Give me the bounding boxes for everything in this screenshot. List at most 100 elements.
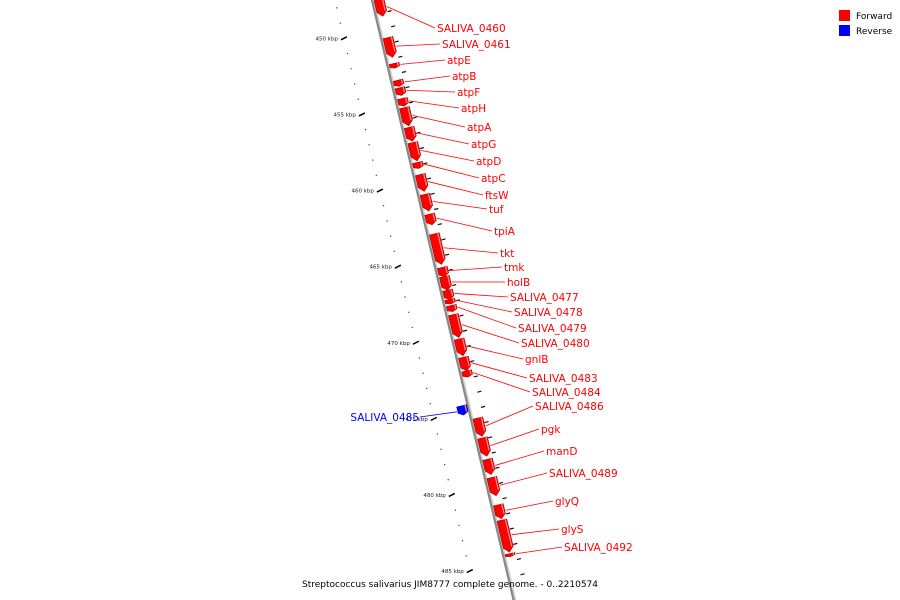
minor-tick (350, 68, 352, 70)
minor-tick (488, 436, 493, 439)
minor-tick (436, 433, 439, 435)
major-tick (466, 568, 474, 574)
gene-label-gnlb[interactable]: gnlB (525, 354, 548, 366)
legend: Forward Reverse (839, 10, 893, 37)
minor-tick (394, 40, 399, 43)
backbone-layer (370, 0, 517, 600)
genome-caption: Streptococcus salivarius JIM8777 complet… (302, 580, 598, 590)
gene-label-atpf[interactable]: atpF (457, 87, 480, 99)
tick-label: 485 kbp (441, 569, 464, 575)
gene-label-atpb[interactable]: atpB (452, 71, 476, 83)
gene-highlight (423, 173, 428, 186)
gene-leader-line (420, 149, 475, 162)
gene-arrow-atpe[interactable] (388, 61, 401, 69)
gene-label-glys[interactable]: glyS (561, 524, 584, 536)
gene-arrow-saliva_0480[interactable] (448, 313, 463, 338)
gene-highlight (461, 338, 466, 351)
minor-tick (386, 220, 388, 222)
gene-leader-line (495, 450, 545, 466)
minor-tick (398, 55, 403, 58)
gene-label-tuf[interactable]: tuf (489, 204, 504, 216)
minor-tick (418, 357, 421, 359)
gene-arrow-glys[interactable] (496, 518, 514, 553)
gene-label-saliva_0486[interactable]: SALIVA_0486 (535, 401, 604, 413)
minor-tick (495, 466, 500, 469)
gene-label-saliva_0477[interactable]: SALIVA_0477 (510, 292, 579, 304)
gene-label-atpe[interactable]: atpE (447, 55, 471, 67)
gene-leader-line (432, 200, 488, 210)
gene-leader-line (466, 345, 524, 360)
minor-tick (389, 235, 392, 237)
tick-label: 460 kbp (351, 189, 374, 195)
gene-highlight (447, 275, 451, 286)
gene-label-mand[interactable]: manD (546, 446, 577, 458)
major-tick (376, 188, 384, 193)
minor-tick (440, 448, 442, 451)
gene-label-atpd[interactable]: atpD (476, 156, 501, 168)
minor-tick (452, 284, 457, 287)
minor-tick (458, 524, 460, 527)
major-tick (340, 36, 348, 41)
gene-label-ftsw[interactable]: ftsW (485, 190, 509, 202)
backbone-line (370, 0, 515, 600)
gene-highlight (490, 458, 495, 470)
gene-leader-line (443, 247, 499, 254)
legend-label-forward: Forward (856, 12, 892, 22)
minor-tick (368, 144, 370, 146)
gene-highlight (382, 0, 386, 11)
minor-tick (505, 512, 511, 515)
gene-leader-line (511, 528, 560, 536)
gene-leader-line (456, 299, 513, 313)
gene-highlight (480, 417, 485, 431)
minor-tick (498, 481, 504, 485)
gene-label-saliva_0492[interactable]: SALIVA_0492 (564, 542, 633, 554)
minor-tick (502, 497, 507, 500)
minor-tick (422, 372, 424, 374)
tick-label: 455 kbp (334, 112, 357, 118)
minor-tick (336, 7, 338, 9)
gene-highlight (494, 476, 499, 491)
major-tick (430, 416, 438, 422)
gene-label-atpg[interactable]: atpG (471, 139, 496, 151)
gene-label-saliva_0479[interactable]: SALIVA_0479 (518, 323, 587, 335)
gene-label-tpia[interactable]: tpiA (494, 226, 516, 238)
gene-label-tmk[interactable]: tmk (504, 262, 525, 274)
gene-label-saliva_0460[interactable]: SALIVA_0460 (437, 23, 506, 35)
minor-tick (346, 52, 349, 55)
tick-label: 465 kbp (369, 265, 392, 271)
gene-label-tkt[interactable]: tkt (500, 248, 514, 260)
gene-label-atpc[interactable]: atpC (481, 173, 506, 185)
gene-label-pgk[interactable]: pgk (541, 424, 561, 436)
gene-highlight (432, 213, 436, 221)
gene-label-atpa[interactable]: atpA (467, 122, 492, 134)
minor-tick (454, 509, 457, 511)
gene-highlight (456, 313, 462, 332)
gene-leader-line (409, 100, 460, 109)
minor-tick (472, 585, 475, 587)
gene-label-saliva_0485[interactable]: SALIVA_0485 (350, 412, 419, 424)
gene-highlight (464, 404, 468, 412)
gene-leader-line (515, 546, 563, 555)
gene-label-saliva_0483[interactable]: SALIVA_0483 (529, 373, 598, 385)
gene-label-saliva_0461[interactable]: SALIVA_0461 (442, 39, 511, 51)
backbone-shadow (371, 0, 517, 600)
gene-highlight (420, 161, 423, 166)
minor-tick (426, 177, 432, 180)
gene-label-saliva_0480[interactable]: SALIVA_0480 (521, 338, 590, 350)
minor-tick (404, 296, 406, 298)
gene-label-saliva_0478[interactable]: SALIVA_0478 (514, 307, 583, 319)
gene-label-saliva_0489[interactable]: SALIVA_0489 (549, 468, 618, 480)
gene-leader-line (449, 266, 503, 272)
gene-label-holb[interactable]: holB (507, 277, 530, 289)
gene-label-atph[interactable]: atpH (461, 103, 486, 115)
minor-tick (462, 329, 468, 332)
label-layer: SALIVA_0460 SALIVA_0461 atpE atpB atpF atpH at… (350, 6, 633, 555)
gene-arrow-saliva_0478[interactable] (444, 297, 456, 305)
gene-label-glyq[interactable]: glyQ (555, 496, 579, 508)
minor-tick (407, 311, 410, 314)
gene-highlight (469, 369, 472, 375)
gene-highlight (411, 126, 416, 137)
gene-label-saliva_0484[interactable]: SALIVA_0484 (532, 387, 601, 399)
gene-leader-line (490, 428, 540, 447)
gene-leader-line (400, 59, 446, 65)
